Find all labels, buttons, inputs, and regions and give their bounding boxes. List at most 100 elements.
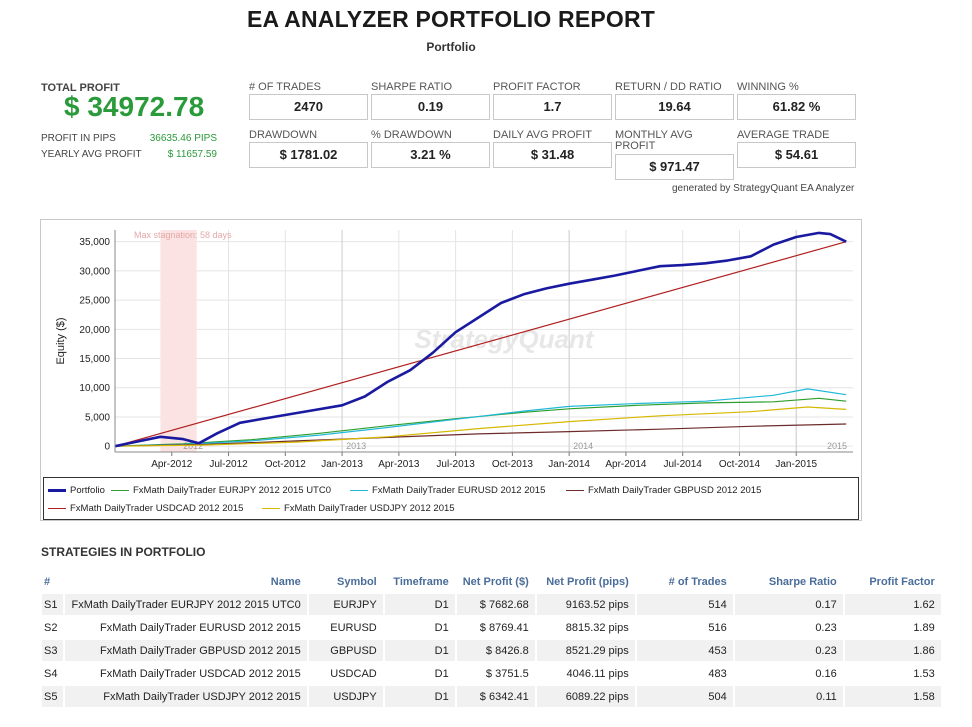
stat-value: $ 54.61 — [737, 142, 856, 168]
yearly-avg-profit-row: YEARLY AVG PROFIT $ 11657.59 — [41, 149, 217, 160]
series-line-strategy-3 — [114, 423, 847, 447]
cell-timeframe: D1 — [384, 617, 455, 638]
y-axis-title: Equity ($) — [55, 317, 67, 364]
cell-index: S5 — [42, 686, 64, 707]
stagnation-band — [160, 230, 197, 452]
x-tick-label: Jan-2013 — [321, 459, 363, 470]
stagnation-label: Max stagnation: 58 days — [134, 230, 232, 240]
x-tick-label: Jul-2012 — [209, 459, 248, 470]
stat-value: 61.82 % — [737, 94, 856, 120]
legend-item-eurjpy: FxMath DailyTrader EURJPY 2012 2015 UTC0 — [111, 485, 331, 496]
yearly-avg-profit-label: YEARLY AVG PROFIT — [41, 149, 142, 160]
legend-swatch — [111, 489, 129, 491]
cell-net-profit: $ 8769.41 — [456, 617, 535, 638]
cell-name: FxMath DailyTrader USDCAD 2012 2015 — [65, 663, 307, 684]
cell-name: FxMath DailyTrader GBPUSD 2012 2015 — [65, 640, 307, 661]
series-line-strategy-2 — [114, 388, 847, 447]
col-header-profit-factor[interactable]: Profit Factor — [869, 576, 935, 588]
cell-trades: 516 — [636, 617, 733, 638]
stat-value: $ 1781.02 — [249, 142, 368, 168]
table-row[interactable]: S1 FxMath DailyTrader EURJPY 2012 2015 U… — [42, 594, 941, 615]
series-line-portfolio — [114, 231, 847, 448]
legend-label: FxMath DailyTrader EURJPY 2012 2015 UTC0 — [133, 485, 331, 496]
year-label: 2013 — [346, 441, 366, 451]
x-tick-label: Oct-2012 — [265, 459, 307, 470]
stat-monthly-avg-profit: MONTHLY AVG PROFIT $ 971.47 — [615, 129, 736, 180]
cell-profit-factor: 1.89 — [844, 617, 941, 638]
cell-net-profit: $ 6342.41 — [456, 686, 535, 707]
year-label: 2012 — [183, 441, 203, 451]
col-header-index[interactable]: # — [44, 576, 51, 588]
x-tick-label: Jul-2014 — [664, 459, 703, 470]
stat-label: % DRAWDOWN — [371, 129, 452, 141]
cell-net-profit-pips: 4046.11 pips — [536, 663, 635, 684]
cell-net-profit-pips: 8815.32 pips — [536, 617, 635, 638]
year-markers: 2012 2013 2014 2015 — [183, 230, 847, 452]
stat-percent-drawdown: % DRAWDOWN 3.21 % — [371, 129, 492, 168]
cell-sharpe-ratio: 0.17 — [734, 594, 843, 615]
legend-item-usdjpy: FxMath DailyTrader USDJPY 2012 2015 — [262, 503, 455, 514]
strategies-section-title: STRATEGIES IN PORTFOLIO — [41, 545, 206, 559]
stat-value: 3.21 % — [371, 142, 490, 168]
cell-profit-factor: 1.62 — [844, 594, 941, 615]
col-header-sharpe-ratio[interactable]: Sharpe Ratio — [768, 576, 837, 588]
stat-label: MONTHLY AVG PROFIT — [615, 129, 693, 152]
stat-value: 1.7 — [493, 94, 612, 120]
table-row[interactable]: S5 FxMath DailyTrader USDJPY 2012 2015 U… — [42, 686, 941, 707]
legend-label: FxMath DailyTrader GBPUSD 2012 2015 — [588, 485, 762, 496]
cell-sharpe-ratio: 0.23 — [734, 640, 843, 661]
y-tick-label: 0 — [104, 442, 110, 453]
legend-label: FxMath DailyTrader USDJPY 2012 2015 — [284, 503, 455, 514]
y-tick-label: 10,000 — [79, 383, 110, 394]
year-label: 2014 — [573, 441, 593, 451]
cell-trades: 514 — [636, 594, 733, 615]
x-tick-label: Jan-2015 — [775, 459, 817, 470]
col-header-trades[interactable]: # of Trades — [668, 576, 727, 588]
table-row[interactable]: S2 FxMath DailyTrader EURUSD 2012 2015 E… — [42, 617, 941, 638]
col-header-symbol[interactable]: Symbol — [337, 576, 377, 588]
x-tick-label: Apr-2012 — [151, 459, 193, 470]
x-tick-label: Oct-2013 — [492, 459, 534, 470]
axes: 0 5,000 10,000 15,000 20,000 25,000 30,000 35,0… — [55, 230, 853, 470]
y-tick-label: 15,000 — [79, 354, 110, 365]
stat-value: 2470 — [249, 94, 368, 120]
legend-label: FxMath DailyTrader EURUSD 2012 2015 — [372, 485, 546, 496]
stat-return-dd-ratio: RETURN / DD RATIO 19.64 — [615, 81, 736, 120]
table-row[interactable]: S3 FxMath DailyTrader GBPUSD 2012 2015 G… — [42, 640, 941, 661]
legend-swatch — [48, 507, 66, 509]
col-header-net-profit-pips[interactable]: Net Profit (pips) — [546, 576, 629, 588]
cell-net-profit-pips: 6089.22 pips — [536, 686, 635, 707]
cell-timeframe: D1 — [384, 640, 455, 661]
cell-index: S1 — [42, 594, 64, 615]
report-title: EA ANALYZER PORTFOLIO REPORT — [246, 6, 656, 32]
col-header-timeframe[interactable]: Timeframe — [393, 576, 449, 588]
stat-sharpe-ratio: SHARPE RATIO 0.19 — [371, 82, 492, 120]
table-row[interactable]: S4 FxMath DailyTrader USDCAD 2012 2015 U… — [42, 663, 941, 684]
cell-sharpe-ratio: 0.16 — [734, 663, 843, 684]
cell-index: S4 — [42, 663, 64, 684]
cell-sharpe-ratio: 0.23 — [734, 617, 843, 638]
legend-item-usdcad: FxMath DailyTrader USDCAD 2012 2015 — [48, 503, 243, 514]
cell-timeframe: D1 — [384, 663, 455, 684]
profit-in-pips-row: PROFIT IN PIPS 36635.46 PIPS — [41, 133, 217, 144]
cell-symbol: USDCAD — [308, 663, 383, 684]
y-tick-label: 25,000 — [79, 296, 110, 307]
cell-timeframe: D1 — [384, 594, 455, 615]
cell-profit-factor: 1.58 — [844, 686, 941, 707]
legend-swatch — [262, 507, 280, 509]
stat-label: RETURN / DD RATIO — [615, 81, 722, 93]
series-line-strategy-5 — [114, 406, 847, 447]
col-header-net-profit[interactable]: Net Profit ($) — [462, 576, 529, 588]
col-header-name[interactable]: Name — [270, 576, 301, 588]
cell-trades: 483 — [636, 663, 733, 684]
watermark-text: StrategyQuant — [414, 324, 594, 354]
legend-label: FxMath DailyTrader USDCAD 2012 2015 — [70, 503, 244, 514]
legend-label: Portfolio — [70, 485, 105, 496]
cell-net-profit: $ 7682.68 — [456, 594, 535, 615]
cell-sharpe-ratio: 0.11 — [734, 686, 843, 707]
x-tick-label: Jul-2013 — [436, 459, 475, 470]
generated-by-note: generated by StrategyQuant EA Analyzer — [672, 183, 855, 194]
stat-value: 19.64 — [615, 94, 734, 120]
equity-chart: Max stagnation: 58 days StrategyQuant 20… — [55, 230, 853, 470]
cell-symbol: EURUSD — [308, 617, 383, 638]
